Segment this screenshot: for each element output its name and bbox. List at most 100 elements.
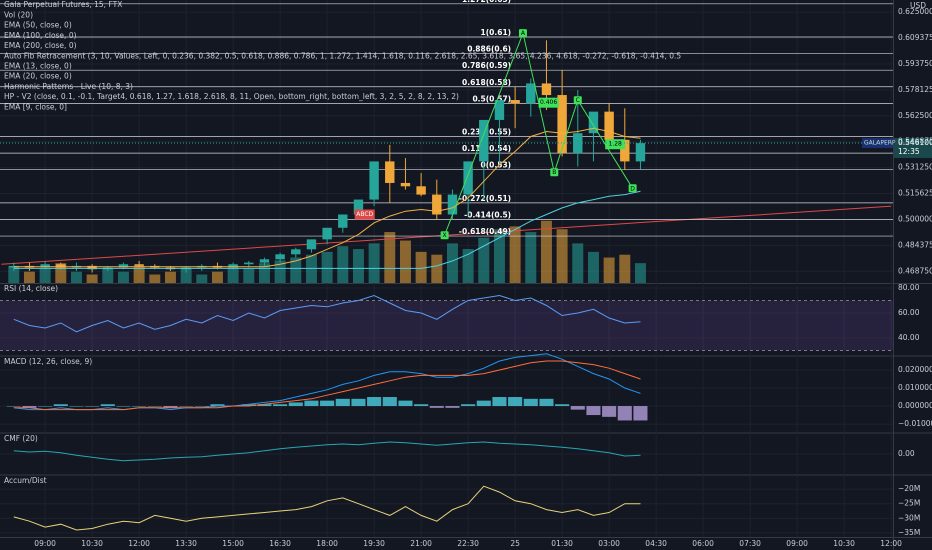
volume-bar bbox=[8, 266, 20, 283]
candle-body bbox=[416, 186, 426, 195]
pattern-label: B bbox=[552, 169, 556, 176]
indicator-label: EMA (200, close, 0) bbox=[4, 41, 77, 50]
candle-body bbox=[228, 264, 238, 268]
candle-body bbox=[291, 249, 301, 255]
volume-bar bbox=[149, 274, 161, 283]
pattern-point bbox=[440, 231, 449, 240]
volume-bar bbox=[368, 243, 380, 283]
histogram-bar bbox=[194, 406, 209, 407]
symbol-label: GALAPERP bbox=[864, 139, 896, 146]
candle-body bbox=[557, 95, 567, 154]
candle-body bbox=[338, 214, 348, 228]
volume-bar bbox=[274, 260, 286, 283]
x-tick-label: 12:00 bbox=[128, 539, 150, 548]
indicator-label: Vol (20) bbox=[4, 11, 33, 20]
volume-bar bbox=[446, 243, 458, 283]
fib-label: -0.272(0.51) bbox=[459, 194, 511, 203]
histogram-bar bbox=[132, 406, 147, 407]
candle-body bbox=[604, 111, 614, 140]
candle-body bbox=[118, 264, 129, 268]
x-tick-label: 22:30 bbox=[457, 539, 479, 548]
pane-title: Accum/Dist bbox=[4, 476, 47, 485]
candle-body bbox=[400, 182, 411, 187]
y-tick-label: 60.00 bbox=[898, 308, 920, 317]
pane-title: MACD (12, 26, close, 9) bbox=[4, 357, 92, 366]
volume-bar bbox=[243, 268, 255, 283]
candle-body bbox=[134, 264, 144, 266]
x-tick-label: 10:30 bbox=[833, 539, 855, 548]
candle-body bbox=[322, 227, 332, 240]
x-tick-label: 09:00 bbox=[786, 539, 808, 548]
histogram-bar bbox=[476, 400, 491, 407]
indicator-line bbox=[13, 294, 641, 333]
histogram-bar bbox=[38, 406, 53, 407]
histogram-bar bbox=[617, 406, 632, 421]
volume-bar bbox=[399, 240, 411, 283]
pattern-point bbox=[628, 184, 637, 193]
fib-label: 1.272(0.63) bbox=[462, 0, 511, 4]
y-tick-label: 40.00 bbox=[898, 333, 920, 342]
x-tick-label: 18:00 bbox=[316, 539, 338, 548]
volume-bar bbox=[23, 271, 35, 283]
indicator-label: EMA (100, close, 0) bbox=[4, 31, 77, 40]
volume-bar bbox=[117, 271, 129, 283]
pattern-label: C bbox=[576, 97, 580, 104]
histogram-bar bbox=[320, 400, 335, 407]
fib-label: 1(0.61) bbox=[481, 28, 512, 37]
histogram-bar bbox=[273, 404, 288, 407]
fib-label: 0.618(0.58) bbox=[462, 78, 511, 87]
volume-bar bbox=[196, 274, 208, 283]
candle-body bbox=[87, 265, 97, 270]
histogram-bar bbox=[69, 406, 84, 407]
y-tick-label: 0.609375 bbox=[898, 33, 932, 42]
volume-bar bbox=[525, 232, 537, 283]
indicator-label: EMA (20, close, 0) bbox=[4, 72, 72, 81]
axis-unit: USD bbox=[910, 1, 926, 10]
y-tick-label: −35M bbox=[898, 528, 920, 537]
volume-bar bbox=[86, 274, 98, 283]
histogram-bar bbox=[492, 397, 507, 407]
volume-bar bbox=[384, 232, 396, 283]
histogram-bar bbox=[147, 406, 162, 407]
histogram-bar bbox=[398, 400, 413, 407]
candle-body bbox=[463, 161, 473, 195]
volume-bar bbox=[39, 268, 51, 283]
histogram-bar bbox=[351, 398, 366, 407]
pattern-point bbox=[573, 96, 582, 105]
volume-bar bbox=[462, 249, 474, 283]
volume-bar bbox=[556, 229, 568, 283]
volume-bar bbox=[619, 254, 631, 283]
price-box bbox=[894, 137, 932, 158]
y-tick-label: −30M bbox=[898, 513, 920, 522]
indicator-line bbox=[13, 353, 641, 411]
candle-body bbox=[385, 161, 395, 183]
volume-bar bbox=[180, 268, 192, 283]
histogram-bar bbox=[382, 397, 397, 407]
histogram-bar bbox=[6, 406, 21, 407]
volume-bar bbox=[415, 251, 427, 283]
y-tick-label: −20M bbox=[898, 484, 920, 493]
histogram-bar bbox=[257, 404, 272, 407]
pattern-label: D bbox=[630, 185, 635, 192]
histogram-bar bbox=[304, 400, 319, 407]
x-tick-label: 04:30 bbox=[645, 539, 667, 548]
ema-line bbox=[13, 127, 641, 268]
candle-body bbox=[244, 262, 254, 265]
histogram-bar bbox=[633, 406, 648, 421]
volume-bar bbox=[227, 266, 239, 283]
histogram-bar bbox=[539, 398, 554, 407]
volume-bar bbox=[572, 243, 584, 283]
candle-body bbox=[259, 259, 270, 263]
volume-bar bbox=[102, 268, 114, 283]
candle-body bbox=[588, 111, 599, 134]
volume-bar bbox=[352, 249, 364, 283]
candle-body bbox=[620, 139, 630, 162]
pattern-point bbox=[518, 29, 527, 38]
x-tick-label: 16:30 bbox=[269, 539, 291, 548]
chart-title: Gala Perpetual Futures, 15, FTX bbox=[4, 0, 122, 9]
x-tick-label: 15:00 bbox=[222, 539, 244, 548]
x-tick-label: 12:00 bbox=[880, 539, 902, 548]
volume-bar bbox=[540, 220, 552, 283]
